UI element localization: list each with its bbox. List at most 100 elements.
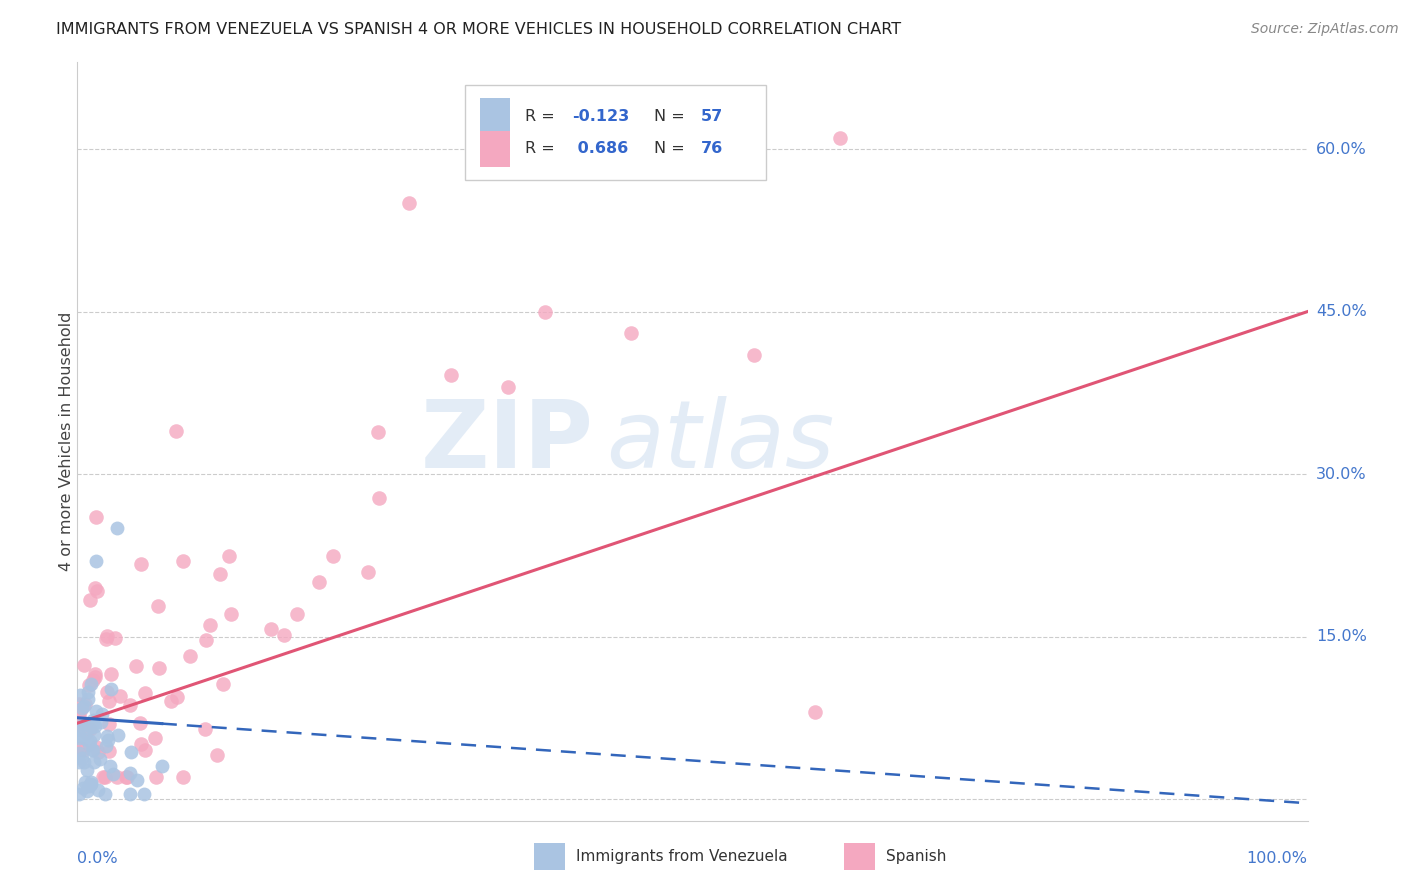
Point <box>80 743 103 757</box>
Text: R =: R = <box>526 109 560 124</box>
Point <box>94 787 117 801</box>
Point <box>93 770 115 784</box>
Text: 15.0%: 15.0% <box>1316 629 1367 644</box>
Point <box>830 131 852 145</box>
Point <box>75 732 97 747</box>
Point <box>98 716 121 731</box>
Text: ZIP: ZIP <box>422 395 595 488</box>
Point <box>125 658 148 673</box>
Point <box>76 763 98 777</box>
Point <box>145 770 167 784</box>
Point <box>69 704 91 718</box>
Point <box>84 719 107 733</box>
Point <box>134 686 156 700</box>
Point <box>75 697 97 711</box>
Point <box>198 617 221 632</box>
Point <box>117 770 139 784</box>
Point <box>67 787 90 801</box>
Text: IMMIGRANTS FROM VENEZUELA VS SPANISH 4 OR MORE VEHICLES IN HOUSEHOLD CORRELATION: IMMIGRANTS FROM VENEZUELA VS SPANISH 4 O… <box>56 22 901 37</box>
Point <box>84 510 107 524</box>
Text: Source: ZipAtlas.com: Source: ZipAtlas.com <box>1251 22 1399 37</box>
Point <box>94 632 117 647</box>
Point <box>77 779 100 793</box>
Point <box>804 706 827 720</box>
Point <box>120 746 142 760</box>
Point <box>218 549 240 563</box>
Point <box>125 772 148 787</box>
Point <box>496 380 519 394</box>
Point <box>87 745 110 759</box>
Point <box>219 607 242 622</box>
Point <box>96 629 118 643</box>
Text: 60.0%: 60.0% <box>1316 142 1367 157</box>
Point <box>76 784 98 798</box>
Point <box>100 681 122 696</box>
Text: 0.0%: 0.0% <box>77 851 118 866</box>
Point <box>208 566 231 581</box>
Point <box>134 743 156 757</box>
Point <box>73 775 96 789</box>
Point <box>79 593 101 607</box>
Text: 76: 76 <box>702 141 723 156</box>
Point <box>91 770 114 784</box>
Point <box>82 719 104 733</box>
Point <box>398 196 420 211</box>
Point <box>83 581 105 595</box>
Point <box>79 716 101 731</box>
Point <box>260 622 283 636</box>
Point <box>72 743 94 757</box>
Point <box>70 701 93 715</box>
Point <box>77 684 100 698</box>
Bar <box>465 86 766 180</box>
Point <box>84 666 107 681</box>
Point <box>80 775 103 789</box>
Point <box>73 657 96 672</box>
Point <box>86 584 108 599</box>
Point <box>96 729 118 743</box>
Point <box>146 599 169 613</box>
Point <box>94 739 117 753</box>
Point <box>76 692 98 706</box>
Point <box>212 677 235 691</box>
Point <box>97 733 120 747</box>
Point <box>70 741 93 756</box>
Point <box>80 720 103 734</box>
Point <box>107 728 129 742</box>
Point <box>79 778 101 792</box>
Point <box>70 718 93 732</box>
Text: -0.123: -0.123 <box>572 109 628 124</box>
Point <box>97 744 120 758</box>
Point <box>82 714 104 728</box>
Point <box>115 770 138 784</box>
Text: Spanish: Spanish <box>886 849 946 863</box>
Point <box>89 752 111 766</box>
Point <box>79 677 101 691</box>
Point <box>98 759 121 773</box>
Point <box>83 755 105 769</box>
Point <box>67 729 90 743</box>
Point <box>595 120 617 135</box>
Point <box>72 780 94 795</box>
Point <box>67 710 90 724</box>
Text: 100.0%: 100.0% <box>1247 851 1308 866</box>
Point <box>77 737 100 751</box>
Point <box>84 704 107 718</box>
Text: N =: N = <box>654 141 690 156</box>
Text: Immigrants from Venezuela: Immigrants from Venezuela <box>576 849 789 863</box>
Point <box>83 670 105 684</box>
Text: atlas: atlas <box>606 396 835 487</box>
Point <box>273 628 295 642</box>
Point <box>165 424 187 438</box>
Point <box>83 728 105 742</box>
Point <box>367 425 389 439</box>
Point <box>79 777 101 791</box>
Point <box>69 723 91 737</box>
Text: N =: N = <box>654 109 690 124</box>
Point <box>79 734 101 748</box>
Point <box>308 575 330 590</box>
Point <box>285 607 308 621</box>
Point <box>67 755 90 769</box>
Point <box>368 491 391 505</box>
Point <box>194 722 217 736</box>
Point <box>742 348 765 362</box>
